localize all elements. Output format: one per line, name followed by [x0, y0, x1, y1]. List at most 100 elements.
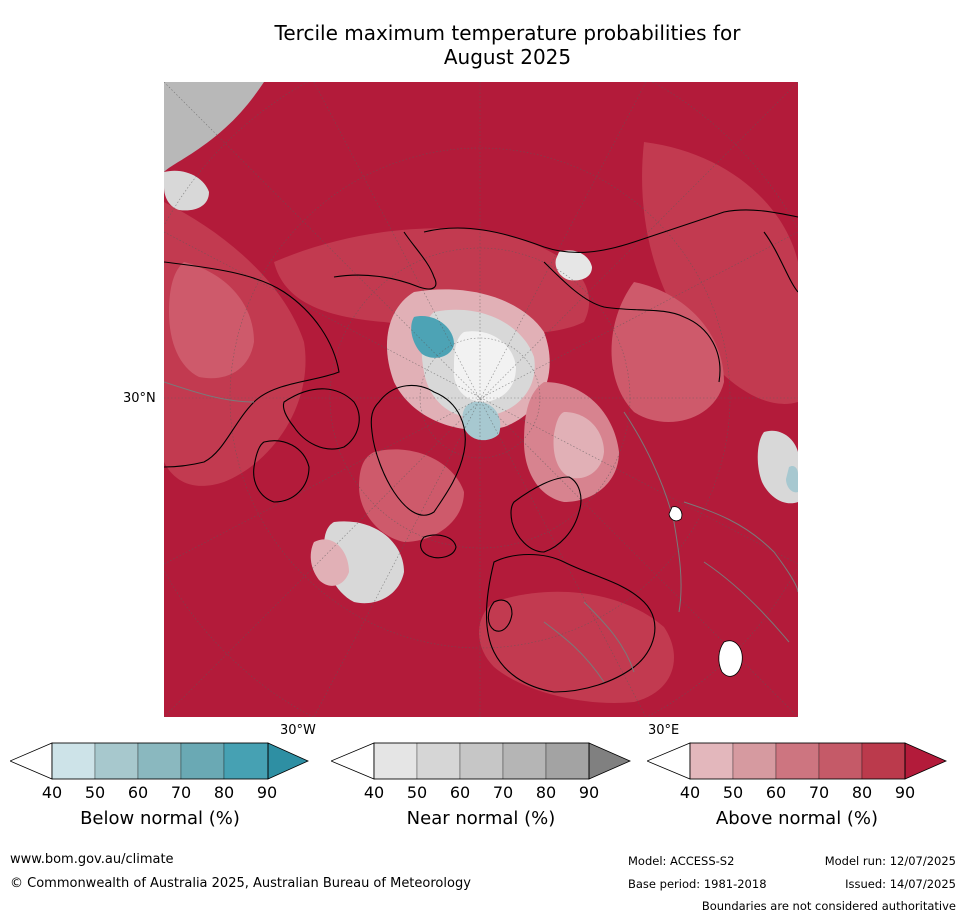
region-above-60-siberia — [611, 282, 724, 422]
colorbar-above-segment-4 — [818, 742, 863, 780]
lon-label-30w: 30°W — [280, 723, 316, 738]
region-below-beaufort — [462, 401, 501, 441]
footer-issued: Issued: 14/07/2025 — [845, 877, 956, 891]
colorbar-above-tick-90: 90 — [894, 783, 916, 802]
colorbar-below-tick-80: 80 — [213, 783, 235, 802]
colorbar-above-tick-50: 50 — [722, 783, 744, 802]
chart-title: Tercile maximum temperature probabilitie… — [0, 21, 965, 69]
colorbar-near-title: Near normal (%) — [406, 808, 556, 829]
region-near-alaska — [555, 250, 592, 281]
coastline-iceland — [420, 534, 457, 559]
colorbar-below-normal — [10, 742, 310, 780]
colorbar-below-svg — [10, 742, 309, 780]
title-line-1: Tercile maximum temperature probabilitie… — [274, 21, 741, 45]
colorbar-near-high-extend — [588, 742, 631, 780]
footer-model: Model: ACCESS-S2 — [628, 854, 735, 868]
colorbar-below-segment-1 — [51, 742, 96, 780]
border-europe-1 — [583, 601, 635, 673]
colorbar-below-segment-2 — [94, 742, 139, 780]
colorbar-near-segment-3 — [459, 742, 504, 780]
colorbar-above-title: Above normal (%) — [715, 808, 879, 829]
coastline-british-isles — [487, 599, 513, 632]
colorbar-below-frame — [51, 742, 269, 780]
colorbar-above-tick-70: 70 — [808, 783, 830, 802]
colorbar-above-segment-1 — [689, 742, 734, 780]
colorbar-near-normal — [331, 742, 631, 780]
graticule-circle-3 — [229, 147, 731, 649]
coastline-europe — [485, 554, 656, 693]
colorbar-above-segment-2 — [732, 742, 777, 780]
footer-model-run: Model run: 12/07/2025 — [824, 854, 956, 868]
coastline-scandinavia — [510, 476, 582, 553]
coastline-greenland — [370, 384, 466, 516]
colorbar-below-segment-4 — [180, 742, 225, 780]
title-line-2: August 2025 — [443, 45, 572, 69]
border-asia-1 — [683, 501, 798, 593]
border-russia-west — [623, 411, 682, 613]
coastline-siberia-north — [543, 261, 721, 383]
border-europe-2 — [543, 621, 605, 683]
colorbar-above-segment-5 — [861, 742, 906, 780]
colorbar-near-tick-90: 90 — [578, 783, 600, 802]
colorbar-below-tick-50: 50 — [84, 783, 106, 802]
colorbar-above-segment-3 — [775, 742, 820, 780]
region-above-70-europe — [479, 591, 674, 703]
lat-label-30n: 30°N — [123, 391, 156, 406]
coastline-hudson — [253, 440, 310, 503]
region-above-60-greenland — [359, 449, 464, 542]
colorbar-below-tick-40: 40 — [41, 783, 63, 802]
region-above-50-scandinavia — [553, 412, 604, 479]
coastline-canada-arctic — [282, 388, 360, 450]
colorbar-above-normal — [647, 742, 947, 780]
colorbar-below-high-extend — [267, 742, 309, 780]
colorbar-near-segment-1 — [373, 742, 418, 780]
footer-base-period: Base period: 1981-2018 — [628, 877, 767, 891]
footer-disclaimer: Boundaries are not considered authoritat… — [701, 899, 956, 913]
region-near-atlantic — [324, 521, 404, 604]
graticule-meridian-6 — [313, 82, 647, 717]
footer-copyright: © Commonwealth of Australia 2025, Austra… — [10, 876, 471, 891]
colorbar-above-tick-80: 80 — [851, 783, 873, 802]
colorbar-near-segment-2 — [416, 742, 461, 780]
region-above-50-atlantic — [310, 539, 349, 586]
colorbar-near-tick-60: 60 — [449, 783, 471, 802]
colorbar-below-segment-5 — [223, 742, 269, 780]
border-north-america — [164, 381, 255, 403]
coastline-north-america — [164, 261, 340, 468]
lake-caspian — [718, 640, 743, 677]
coastline-alaska — [333, 231, 437, 290]
graticule-meridian-4 — [164, 82, 798, 717]
region-near-northwest — [164, 82, 264, 172]
border-asia-2 — [703, 561, 790, 643]
colorbar-near-tick-40: 40 — [363, 783, 385, 802]
region-below-east — [786, 465, 798, 493]
map-canvas — [164, 82, 798, 717]
footer-website: www.bom.gov.au/climate — [10, 852, 174, 867]
colorbar-near-segment-4 — [502, 742, 547, 780]
colorbar-above-high-extend — [904, 742, 947, 780]
coastline-asia-east — [763, 231, 798, 293]
colorbar-below-title: Below normal (%) — [80, 808, 240, 829]
coastline-siberia — [423, 209, 798, 253]
lon-label-30e: 30°E — [648, 723, 680, 738]
colorbar-below-segment-3 — [137, 742, 182, 780]
probability-map — [164, 82, 798, 717]
colorbar-below-tick-90: 90 — [256, 783, 278, 802]
colorbar-near-frame — [373, 742, 590, 780]
colorbar-above-tick-60: 60 — [765, 783, 787, 802]
colorbar-above-low-extend — [647, 742, 691, 780]
region-white-arctic — [453, 331, 516, 402]
colorbar-near-svg — [331, 742, 631, 780]
region-above-50-northwest — [164, 170, 209, 211]
region-above-70-north-america — [169, 262, 254, 379]
graticule-meridian-8 — [164, 231, 798, 565]
colorbar-above-svg — [647, 742, 947, 780]
colorbar-below-tick-60: 60 — [127, 783, 149, 802]
colorbar-near-tick-80: 80 — [535, 783, 557, 802]
colorbar-above-frame — [689, 742, 906, 780]
colorbar-near-segment-5 — [545, 742, 590, 780]
lake-aral — [668, 506, 683, 522]
colorbar-near-tick-50: 50 — [406, 783, 428, 802]
colorbar-below-low-extend — [10, 742, 53, 780]
region-below-arctic — [411, 316, 454, 358]
